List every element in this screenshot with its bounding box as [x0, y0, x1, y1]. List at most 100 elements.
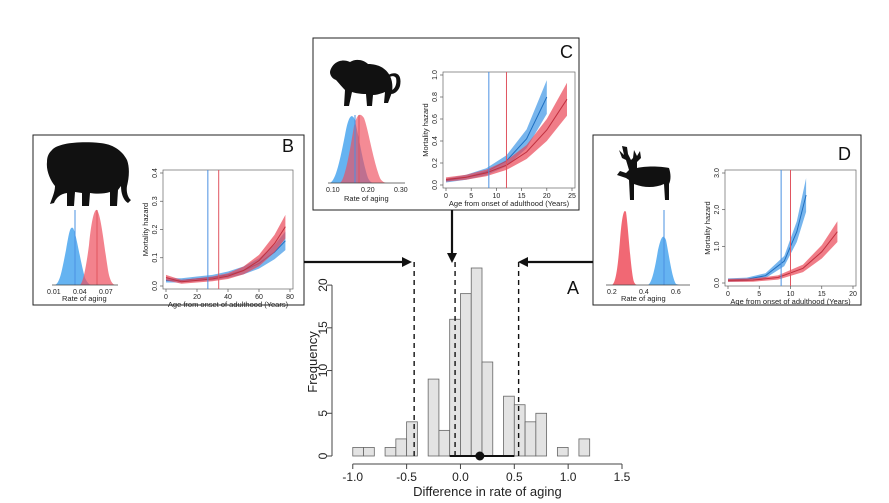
- y-tick-label: 3.0: [714, 168, 721, 178]
- hazard-plot-c: 0 5 10 15 20 25 0.0 0.2 0.4 0.6 0.8 1.0 Mortality ha…: [421, 70, 576, 208]
- histogram-bar: [406, 421, 418, 457]
- x-tick-label: 1.0: [560, 470, 577, 484]
- density-b-label: Rate of aging: [62, 294, 107, 303]
- histogram-bar: [556, 447, 569, 457]
- y-tick-label: 0.0: [152, 281, 159, 291]
- y-tick-label: 10: [316, 364, 330, 378]
- x-tick-label: 15: [818, 291, 826, 298]
- density-b-red: [80, 209, 116, 285]
- x-tick-label: 80: [286, 294, 294, 301]
- y-tick-label: 15: [316, 321, 330, 335]
- x-tick-label: 40: [224, 294, 232, 301]
- x-axis-label: Age from onset of adulthood (Years): [730, 297, 851, 306]
- x-tick-label: 0: [164, 294, 168, 301]
- y-tick-label: 1.0: [432, 70, 439, 80]
- y-axis-label: Frequency: [305, 331, 320, 393]
- histogram-bar: [524, 421, 537, 457]
- y-tick-label: 20: [316, 278, 330, 292]
- x-tick-label: 0: [444, 193, 448, 200]
- y-axis-label: Mortality hazard: [421, 103, 430, 156]
- x-tick-label: 25: [568, 193, 576, 200]
- x-axis-label: Difference in rate of aging: [413, 484, 562, 499]
- density-b-blue: [55, 227, 92, 285]
- y-tick-label: 0.2: [152, 225, 159, 235]
- hazard-band-red: [166, 214, 286, 284]
- y-tick-label: 2.0: [714, 205, 721, 215]
- histogram-bar: [427, 378, 440, 457]
- hazard-plot-d: 0 5 10 15 20 0.0 1.0 2.0 3.0 Mortality hazard Age …: [703, 168, 857, 306]
- x-tick-label: 5: [469, 193, 473, 200]
- histogram-bar: [395, 438, 408, 457]
- density-d-tick-2: 0.6: [671, 289, 681, 296]
- density-d-red: [612, 210, 638, 285]
- hazard-band-blue: [166, 231, 286, 283]
- histogram-bar: [481, 361, 494, 457]
- y-tick-label: 5: [316, 410, 330, 417]
- histogram-bar: [438, 429, 451, 457]
- density-b-tick-2: 0.07: [99, 289, 113, 296]
- x-tick-label: 10: [787, 291, 795, 298]
- y-axis-label: Mortality hazard: [703, 201, 712, 254]
- x-tick-label: 20: [193, 294, 201, 301]
- density-d-tick-0: 0.2: [607, 289, 617, 296]
- histogram-bar: [384, 447, 397, 457]
- deer-icon: [617, 146, 671, 200]
- y-tick-label: 0.3: [152, 196, 159, 206]
- panel-b-frame: [32, 134, 305, 306]
- x-tick-label: 20: [543, 193, 551, 200]
- density-b-tick-1: 0.04: [73, 289, 87, 296]
- density-c-tick-0: 0.10: [326, 187, 340, 194]
- x-tick-label: 60: [255, 294, 263, 301]
- panel-letter-d: D: [838, 144, 851, 164]
- histogram-bar: [503, 395, 515, 457]
- x-axis-label: Age from onset of adulthood (Years): [449, 199, 570, 208]
- y-tick-label: 0.1: [152, 253, 159, 263]
- x-tick-label: 15: [518, 193, 526, 200]
- histogram-bar: [460, 293, 472, 457]
- histogram-bar: [513, 404, 526, 457]
- x-axis-label: Age from onset of adulthood (Years): [168, 300, 289, 309]
- histogram-bar: [470, 267, 483, 457]
- histogram-panel-a: 0 5 10 15 20 -1.0 -0.5 0.0 0.5 1.0 1.5 Difference i…: [305, 262, 631, 499]
- elephant-icon: [46, 142, 132, 206]
- y-tick-label: 0.4: [152, 168, 159, 178]
- density-b: [52, 209, 118, 286]
- arrow-d-head: [518, 257, 528, 267]
- y-tick-label: 0.8: [432, 92, 439, 102]
- y-tick-label: 0.4: [432, 136, 439, 146]
- hazard-line-red: [165, 226, 286, 283]
- x-tick-label: 0.5: [506, 470, 523, 484]
- plot-frame: [162, 169, 294, 290]
- x-tick-label: 0: [726, 291, 730, 298]
- panel-c-frame: [312, 37, 580, 211]
- y-tick-label: 1.0: [714, 241, 721, 251]
- density-c-label: Rate of aging: [344, 194, 389, 203]
- density-d-tick-1: 0.4: [639, 289, 649, 296]
- y-tick-label: 0.0: [714, 278, 721, 288]
- x-tick-label: 1.5: [614, 470, 631, 484]
- panel-letter-b: B: [282, 136, 294, 156]
- density-c-red: [340, 114, 388, 183]
- arrow-b-head: [402, 257, 412, 267]
- y-tick-label: 0.2: [432, 158, 439, 168]
- arrow-c-head: [447, 253, 457, 263]
- density-d: [606, 210, 690, 286]
- density-b-tick-0: 0.01: [47, 289, 61, 296]
- histogram-bar: [578, 438, 591, 457]
- plot-frame: [442, 71, 576, 189]
- panel-letter-c: C: [560, 42, 573, 62]
- density-c-tick-1: 0.20: [361, 187, 375, 194]
- x-tick-label: 0.0: [452, 470, 469, 484]
- hazard-band-blue: [728, 178, 807, 282]
- histogram-bar: [363, 447, 375, 457]
- y-axis-label: Mortality hazard: [141, 203, 150, 256]
- hazard-plot-b: 0 20 40 60 80 0.0 0.1 0.2 0.3 0.4 Mortality hazard…: [141, 168, 294, 309]
- density-c: [328, 114, 405, 184]
- y-tick-label: 0.6: [432, 114, 439, 124]
- baboon-icon: [330, 59, 401, 106]
- histogram-bar: [352, 447, 364, 457]
- hazard-line-blue: [727, 194, 807, 281]
- x-tick-label: 20: [849, 291, 857, 298]
- histogram-bar: [535, 412, 548, 457]
